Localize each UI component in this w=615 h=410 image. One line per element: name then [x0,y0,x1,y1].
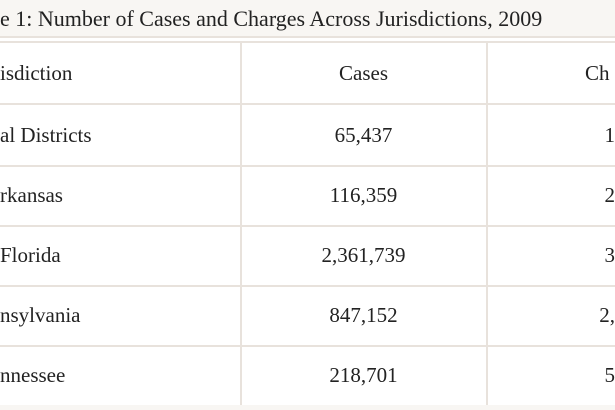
table-row: nnessee 218,701 5 [0,345,615,407]
cell-cases: 116,359 [329,183,398,207]
cell-jurisdiction: nnessee [0,363,66,387]
cell-jurisdiction: rkansas [0,183,63,207]
cell-cases: 65,437 [334,123,393,147]
cell-cases: 218,701 [329,363,398,387]
cell-cases: 847,152 [329,303,398,327]
table-row: Florida 2,361,739 3 [0,225,615,287]
data-table: isdiction Cases Ch al Districts 65,437 1… [0,41,615,407]
header-cases: Cases [339,61,388,85]
header-charges: Ch [585,61,610,85]
cell-cases: 2,361,739 [321,243,406,267]
cell-charges: 3 [604,243,615,267]
table-header-row: isdiction Cases Ch [0,43,615,105]
table-row: rkansas 116,359 2 [0,165,615,227]
table-title: e 1: Number of Cases and Charges Across … [0,6,543,31]
header-jurisdiction: isdiction [0,61,73,85]
cell-charges: 2 [604,183,615,207]
column-divider [240,41,242,405]
cell-charges: 1 [604,123,615,147]
table-row: nsylvania 847,152 2, [0,285,615,347]
table-caption: e 1: Number of Cases and Charges Across … [0,0,615,38]
cell-charges: 2, [599,303,615,327]
table-row: al Districts 65,437 1 [0,105,615,167]
cell-charges: 5 [604,363,615,387]
cell-jurisdiction: Florida [0,243,61,267]
cell-jurisdiction: nsylvania [0,303,81,327]
table-footer-strip [0,405,615,410]
column-divider [486,41,488,405]
cell-jurisdiction: al Districts [0,123,92,147]
